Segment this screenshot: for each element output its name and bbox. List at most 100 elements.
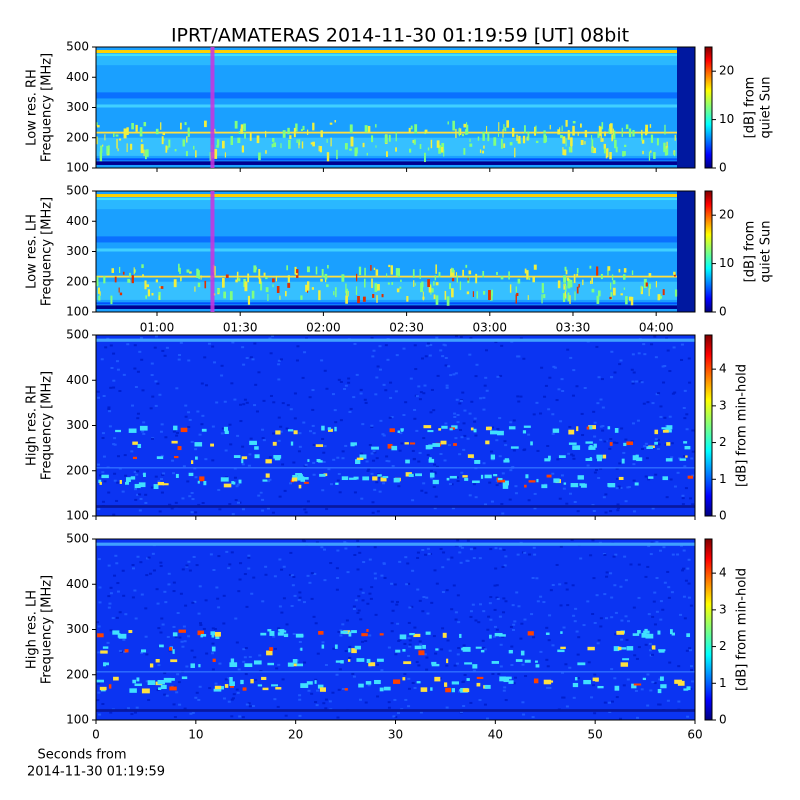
colorbar-tick-label: 0 bbox=[719, 161, 727, 175]
spectrogram-speck bbox=[364, 267, 366, 276]
spectrogram-speck bbox=[490, 430, 498, 435]
spectrogram-speck bbox=[204, 384, 208, 387]
spectrogram-speck bbox=[269, 647, 273, 651]
spectrogram-speck bbox=[168, 678, 175, 681]
spectrogram-speck bbox=[102, 395, 106, 398]
spectrogram-speck bbox=[133, 488, 137, 491]
spectrogram-speck bbox=[611, 274, 614, 281]
spectrogram-speck bbox=[368, 665, 372, 668]
spectrogram-speck bbox=[180, 275, 182, 282]
y-tick-label: 200 bbox=[66, 274, 89, 288]
spectrogram-speck bbox=[478, 699, 482, 702]
spectrogram-speck bbox=[511, 127, 515, 137]
spectrogram-speck bbox=[344, 650, 348, 653]
spectrogram-speck bbox=[504, 444, 508, 447]
spectrogram-speck bbox=[155, 279, 158, 283]
spectrogram-speck bbox=[567, 292, 570, 302]
spectrogram-speck bbox=[522, 430, 527, 434]
y-tick-label: 400 bbox=[66, 373, 89, 387]
spectrogram-speck bbox=[336, 479, 340, 482]
spectrogram-speck bbox=[632, 371, 636, 374]
spectrogram-speck bbox=[231, 481, 234, 485]
spectrogram-speck bbox=[210, 631, 215, 636]
spectrogram-speck bbox=[470, 400, 474, 403]
spectrogram-speck bbox=[118, 467, 122, 470]
spectrogram-speck bbox=[615, 487, 619, 490]
spectrogram-speck bbox=[258, 654, 262, 657]
spectrogram-speck bbox=[218, 508, 222, 511]
spectrogram-speck bbox=[564, 582, 568, 585]
spectrogram-speck bbox=[99, 686, 107, 691]
spectrogram-speck bbox=[375, 376, 379, 379]
spectrogram-speck bbox=[648, 649, 652, 652]
spectrogram-speck bbox=[232, 693, 236, 696]
colorbar-tick-label: 0 bbox=[719, 509, 727, 523]
spectrogram-speck bbox=[510, 446, 519, 449]
spectrogram-speck bbox=[311, 389, 315, 392]
spectrogram-speck bbox=[603, 143, 606, 150]
spectrogram-speck bbox=[498, 122, 500, 132]
spectrogram-speck bbox=[172, 625, 176, 628]
spectrogram-speck bbox=[413, 139, 416, 145]
spectrogram-speck bbox=[100, 650, 108, 654]
spectrogram-speck bbox=[462, 688, 470, 693]
spectrogram-speck bbox=[189, 271, 192, 274]
spectrogram-speck bbox=[577, 132, 579, 136]
spectrogram-speck bbox=[674, 679, 682, 684]
spectrogram-speck bbox=[221, 140, 225, 149]
spectrogram-speck bbox=[530, 441, 533, 446]
spectrogram-speck bbox=[380, 669, 384, 672]
spectrogram-speck bbox=[508, 426, 516, 430]
spectrogram-speck bbox=[97, 463, 101, 466]
spectrogram-speck bbox=[234, 617, 238, 620]
spectrogram-speck bbox=[241, 508, 245, 511]
spectrogram-speck bbox=[195, 691, 199, 694]
spectrogram-speck bbox=[126, 343, 130, 346]
spectrogram-speck bbox=[573, 274, 576, 284]
spectrogram-speck bbox=[569, 356, 573, 359]
spectrogram-speck bbox=[690, 680, 694, 683]
spectrogram-speck bbox=[115, 360, 119, 363]
spectrogram-speck bbox=[687, 357, 691, 360]
y-axis-label: Frequency [MHz] bbox=[40, 575, 55, 684]
spectrogram-speck bbox=[418, 646, 421, 649]
spectrogram-speck bbox=[619, 585, 623, 588]
spectrogram-speck bbox=[603, 148, 606, 154]
spectrogram-speck bbox=[160, 491, 164, 494]
spectrogram-speck bbox=[281, 402, 285, 405]
spectrogram-speck bbox=[241, 458, 244, 464]
spectrogram-speck bbox=[333, 291, 335, 296]
spectrogram-speck bbox=[414, 124, 418, 134]
spectrogram-speck bbox=[97, 625, 101, 628]
spectrogram-speck bbox=[101, 471, 105, 474]
spectrogram-speck bbox=[112, 379, 116, 382]
spectrogram-speck bbox=[580, 412, 584, 415]
spectrogram-speck bbox=[116, 590, 120, 593]
spectrogram-speck bbox=[509, 284, 512, 293]
spectrogram-speck bbox=[539, 595, 543, 598]
spectrogram-speck bbox=[134, 386, 138, 389]
spectrogram-speck bbox=[312, 461, 316, 464]
spectrogram-speck bbox=[322, 460, 326, 463]
spectrogram-speck bbox=[650, 134, 654, 143]
spectrogram-speck bbox=[154, 404, 158, 407]
spectrogram-speck bbox=[646, 704, 650, 707]
spectrogram-speck bbox=[370, 424, 374, 427]
spectrogram-speck bbox=[298, 139, 301, 146]
spectrogram-speck bbox=[292, 474, 298, 479]
spectrogram-speck bbox=[615, 477, 619, 480]
y-tick-label: 100 bbox=[66, 509, 89, 523]
spectrogram-speck bbox=[200, 634, 207, 637]
spectrogram-speck bbox=[107, 564, 111, 567]
spectrogram-band bbox=[677, 47, 695, 168]
colorbar-tick-label: 20 bbox=[719, 208, 734, 222]
spectrogram-speck bbox=[142, 274, 144, 278]
spectrogram-speck bbox=[548, 686, 552, 689]
spectrogram-speck bbox=[409, 377, 413, 380]
spectrogram-speck bbox=[433, 471, 437, 474]
spectrogram-speck bbox=[112, 352, 116, 355]
spectrogram-speck bbox=[497, 672, 501, 675]
spectrogram-speck bbox=[456, 421, 460, 424]
spectrogram-speck bbox=[300, 128, 303, 132]
spectrogram-speck bbox=[493, 137, 497, 146]
